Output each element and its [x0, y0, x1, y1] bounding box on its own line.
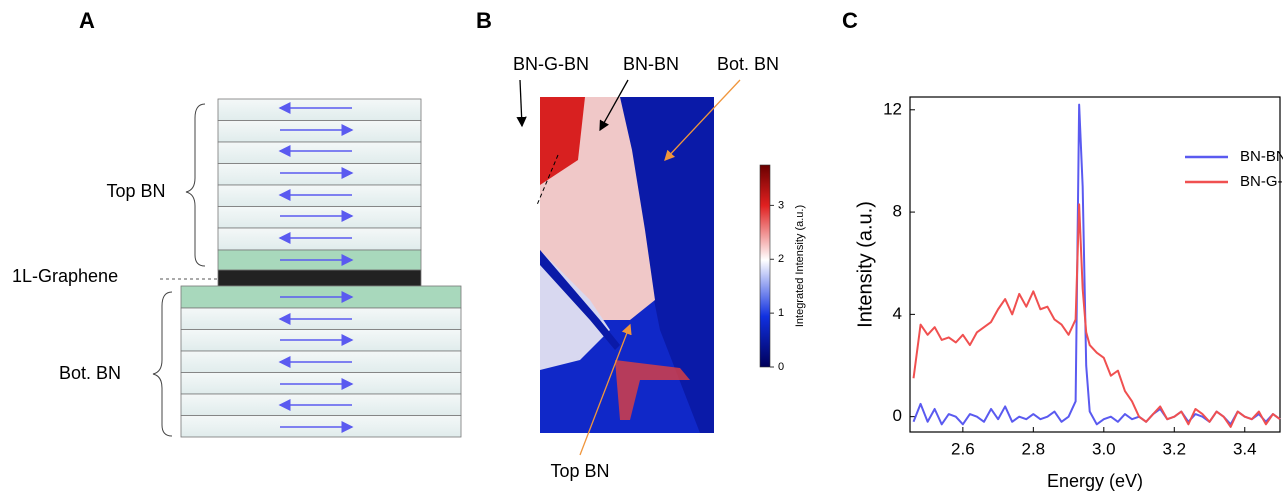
y-axis-label: Intensity (a.u.): [854, 201, 876, 328]
plot-frame: [909, 96, 1281, 433]
annotation-arrow: [579, 323, 632, 456]
layer-label: 1L-Graphene: [12, 266, 118, 286]
series-line: [912, 103, 1281, 426]
x-tick-label: 3.2: [1162, 439, 1186, 458]
y-tick-label: 8: [893, 202, 902, 221]
layer-label: Top BN: [106, 181, 165, 201]
colorbar: [759, 164, 771, 368]
panel-label: B: [476, 8, 492, 33]
colorbar-tick-label: 2: [778, 253, 784, 265]
map-annotation: Top BN: [550, 461, 609, 481]
legend-label: BN-BN: [1240, 148, 1283, 165]
layer-label: Bot. BN: [59, 363, 121, 383]
colorbar-label: Integrated Intensity (a.u.): [794, 205, 806, 327]
series-line: [912, 203, 1281, 428]
intensity-map: [540, 97, 714, 433]
brace: [152, 291, 173, 437]
y-tick-label: 12: [883, 99, 902, 118]
x-tick-label: 3.0: [1092, 439, 1116, 458]
boundary-line: [536, 154, 559, 206]
colorbar-tick-label: 0: [778, 361, 784, 373]
y-tick-label: 0: [893, 406, 902, 425]
spectrum-chart: 2.6 2.8 3.0 3.2 3.4 0 4 8 12 Energy (eV) Intensity…: [854, 96, 1283, 491]
legend-label: BN-G-BN: [1240, 173, 1283, 190]
colorbar-ticks: 0 1 2 3: [770, 199, 784, 373]
x-axis-label: Energy (eV): [1047, 471, 1143, 491]
spin-arrows: [278, 102, 354, 433]
panel-label: C: [842, 8, 858, 33]
x-tick-label: 3.4: [1233, 439, 1257, 458]
colorbar-tick-label: 3: [778, 199, 784, 211]
annotation-arrow: [664, 79, 741, 161]
map-annotation: BN-BN: [623, 54, 679, 74]
annotation-arrow: [599, 79, 629, 132]
x-tick-label: 2.6: [951, 439, 975, 458]
annotation-arrow: [516, 79, 527, 128]
brace: [185, 103, 206, 267]
colorbar-tick-label: 1: [778, 307, 784, 319]
map-annotation: Bot. BN: [717, 54, 779, 74]
layer-stack: [180, 98, 462, 438]
map-annotation: BN-G-BN: [513, 54, 589, 74]
y-tick-label: 4: [893, 304, 902, 323]
panel-label: A: [79, 8, 95, 33]
x-tick-label: 2.8: [1022, 439, 1046, 458]
